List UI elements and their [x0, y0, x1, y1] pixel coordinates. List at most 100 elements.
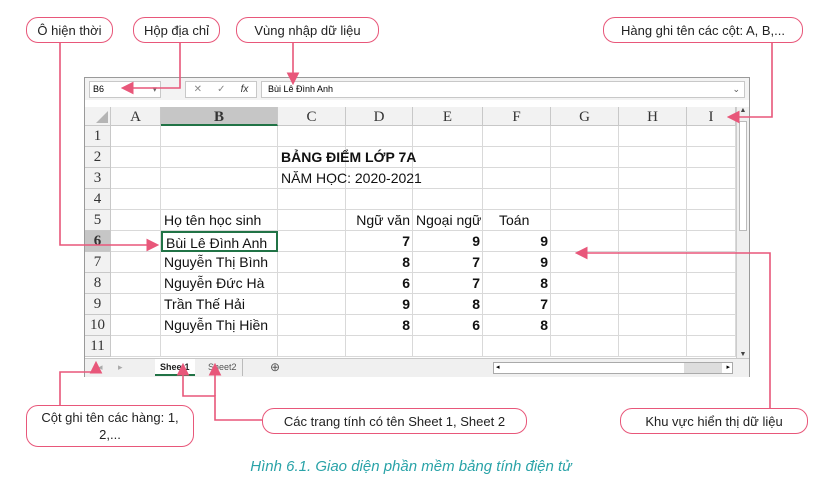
horizontal-scrollbar[interactable]: ◂ ▸	[493, 362, 733, 374]
cell-I1[interactable]	[687, 126, 736, 147]
score-foreign-language[interactable]: 9	[472, 233, 480, 249]
cell-D6[interactable]	[346, 231, 413, 252]
enter-icon[interactable]: ✓	[217, 84, 226, 95]
cell-B1[interactable]	[161, 126, 278, 147]
cell-G9[interactable]	[551, 294, 619, 315]
scroll-thumb[interactable]	[739, 121, 747, 231]
score-literature[interactable]: 8	[402, 254, 410, 270]
cell-F5[interactable]	[483, 210, 551, 231]
cell-E5[interactable]	[413, 210, 483, 231]
cell-G8[interactable]	[551, 273, 619, 294]
cell-E2[interactable]	[413, 147, 483, 168]
cell-I4[interactable]	[687, 189, 736, 210]
score-literature[interactable]: 6	[402, 275, 410, 291]
cell-G2[interactable]	[551, 147, 619, 168]
cell-E4[interactable]	[413, 189, 483, 210]
column-header-H[interactable]: H	[619, 107, 687, 126]
student-name[interactable]: Trần Thế Hải	[164, 296, 245, 312]
cell-H5[interactable]	[619, 210, 687, 231]
chevron-down-icon[interactable]: ▾	[152, 84, 157, 94]
cell-I10[interactable]	[687, 315, 736, 336]
cell-B4[interactable]	[161, 189, 278, 210]
expand-icon[interactable]: ⌄	[732, 84, 740, 94]
cell-F7[interactable]	[483, 252, 551, 273]
cell-D2[interactable]	[346, 147, 413, 168]
scroll-left-icon[interactable]: ◂	[496, 364, 500, 371]
cell-H3[interactable]	[619, 168, 687, 189]
header-name[interactable]: Họ tên học sinh	[164, 212, 262, 228]
cell-C7[interactable]	[278, 252, 346, 273]
cell-C5[interactable]	[278, 210, 346, 231]
cell-F2[interactable]	[483, 147, 551, 168]
cell-A11[interactable]	[111, 336, 161, 357]
cell-D3[interactable]	[346, 168, 413, 189]
cell-D11[interactable]	[346, 336, 413, 357]
column-header-E[interactable]: E	[413, 107, 483, 126]
cell-G11[interactable]	[551, 336, 619, 357]
cell-F4[interactable]	[483, 189, 551, 210]
cell-A1[interactable]	[111, 126, 161, 147]
cell-H7[interactable]	[619, 252, 687, 273]
column-header-F[interactable]: F	[483, 107, 551, 126]
cell-H10[interactable]	[619, 315, 687, 336]
score-math[interactable]: 9	[540, 254, 548, 270]
cell-D5[interactable]	[346, 210, 413, 231]
cancel-icon[interactable]: ✕	[193, 84, 202, 95]
score-math[interactable]: 8	[540, 317, 548, 333]
cell-C11[interactable]	[278, 336, 346, 357]
cell-H1[interactable]	[619, 126, 687, 147]
cell-D9[interactable]	[346, 294, 413, 315]
cell-B7[interactable]	[161, 252, 278, 273]
cell-C4[interactable]	[278, 189, 346, 210]
cell-B5[interactable]	[161, 210, 278, 231]
cell-G4[interactable]	[551, 189, 619, 210]
cell-F6[interactable]	[483, 231, 551, 252]
cell-A10[interactable]	[111, 315, 161, 336]
active-cell[interactable]: Bùi Lê Đình Anh	[161, 231, 278, 252]
cell-C10[interactable]	[278, 315, 346, 336]
h-scroll-track[interactable]	[684, 363, 722, 373]
score-math[interactable]: 9	[540, 233, 548, 249]
cell-C1[interactable]	[278, 126, 346, 147]
row-header-8[interactable]: 8	[85, 273, 111, 294]
cell-E7[interactable]	[413, 252, 483, 273]
row-header-11[interactable]: 11	[85, 336, 111, 357]
cell-B3[interactable]	[161, 168, 278, 189]
cell-E6[interactable]	[413, 231, 483, 252]
row-header-5[interactable]: 5	[85, 210, 111, 231]
cell-A8[interactable]	[111, 273, 161, 294]
cell-G7[interactable]	[551, 252, 619, 273]
row-header-4[interactable]: 4	[85, 189, 111, 210]
cell-C8[interactable]	[278, 273, 346, 294]
cell-C6[interactable]	[278, 231, 346, 252]
header-math[interactable]: Toán	[499, 212, 530, 228]
cell-F10[interactable]	[483, 315, 551, 336]
row-header-3[interactable]: 3	[85, 168, 111, 189]
score-literature[interactable]: 9	[402, 296, 410, 312]
cell-I2[interactable]	[687, 147, 736, 168]
column-header-B[interactable]: B	[161, 107, 278, 126]
row-header-2[interactable]: 2	[85, 147, 111, 168]
scroll-up-icon[interactable]: ▲	[739, 107, 747, 114]
cell-D7[interactable]	[346, 252, 413, 273]
score-foreign-language[interactable]: 7	[472, 275, 480, 291]
cell-E9[interactable]	[413, 294, 483, 315]
cell-E8[interactable]	[413, 273, 483, 294]
student-name[interactable]: Nguyễn Thị Hiền	[164, 317, 269, 333]
cell-I9[interactable]	[687, 294, 736, 315]
score-foreign-language[interactable]: 8	[472, 296, 480, 312]
cell-H11[interactable]	[619, 336, 687, 357]
cell-A7[interactable]	[111, 252, 161, 273]
row-header-6[interactable]: 6	[85, 231, 111, 252]
column-header-A[interactable]: A	[111, 107, 161, 126]
cell-F1[interactable]	[483, 126, 551, 147]
cell-B10[interactable]	[161, 315, 278, 336]
tab-sheet2[interactable]: Sheet2	[203, 359, 243, 376]
score-literature[interactable]: 7	[402, 233, 410, 249]
cell-A9[interactable]	[111, 294, 161, 315]
score-literature[interactable]: 8	[402, 317, 410, 333]
cell-C2[interactable]	[278, 147, 346, 168]
header-literature[interactable]: Ngữ văn	[356, 212, 410, 228]
cell-D1[interactable]	[346, 126, 413, 147]
cell-I7[interactable]	[687, 252, 736, 273]
